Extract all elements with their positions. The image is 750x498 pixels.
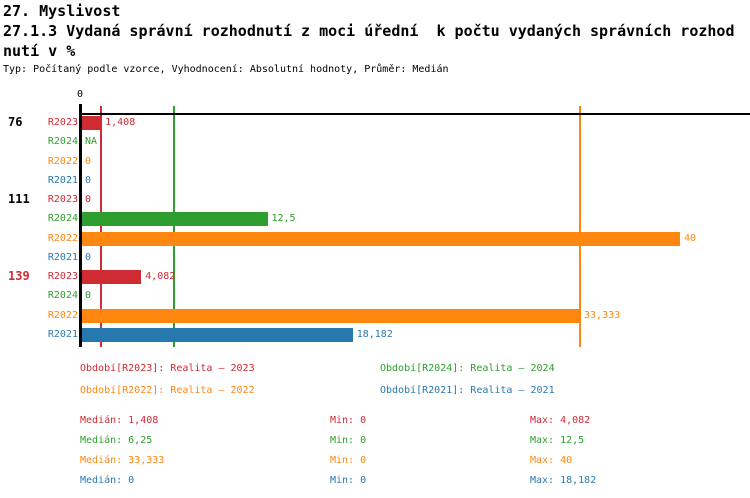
legend-item-r2023: Období[R2023]: Realita – 2023 [80,363,255,374]
row-series-label: R2024 [47,213,78,225]
row-series-label: R2022 [47,232,78,244]
stat-min-r2022: Min: 0 [330,455,367,466]
legend-item-r2022: Období[R2022]: Realita – 2022 [80,385,255,396]
row-series-label: R2022 [47,309,78,321]
bar-r2021 [80,327,353,342]
axis-zero-tick-label: 0 [76,89,84,100]
bar-value-label: 18,182 [356,328,393,340]
bar-value-label: 12,5 [271,213,296,225]
row-series-label: R2021 [47,328,78,340]
stat-median-r2024: Medián: 6,25 [80,435,153,446]
page-title: 27. Myslivost [3,2,121,20]
stat-min-r2023: Min: 0 [330,415,367,426]
bar-value-label: 1,408 [105,117,136,128]
indicator-subtitle-line2: nutí v % [3,42,76,60]
bar-value-label: 0 [85,251,92,263]
row-series-label: R2023 [47,194,78,206]
bar-r2023 [80,270,142,285]
stat-median-r2021: Medián: 0 [80,475,135,486]
group-label: 76 [8,115,23,129]
bar-value-label: 4,082 [145,271,176,283]
stat-median-r2022: Medián: 33,333 [80,455,165,466]
median-line-r2023 [100,106,103,347]
median-line-r2022 [578,106,581,347]
indicator-subtitle-line1: 27.1.3 Vydaná správní rozhodnutí z moci … [3,22,735,40]
stat-median-r2023: Medián: 1,408 [80,415,159,426]
group-label: 139 [8,269,30,284]
bar-value-label: NA [85,136,98,148]
stat-max-r2022: Max: 40 [530,455,573,466]
bar-r2022 [80,231,680,246]
stat-min-r2021: Min: 0 [330,475,367,486]
bar-r2024 [80,212,268,227]
bar-value-label: 0 [85,174,92,186]
legend-item-r2024: Období[R2024]: Realita – 2024 [380,363,555,374]
group-label: 111 [8,192,30,207]
stat-max-r2021: Max: 18,182 [530,475,597,486]
bar-r2022 [80,308,580,323]
stat-max-r2023: Max: 4,082 [530,415,591,426]
indicator-meta: Typ: Počítaný podle vzorce, Vyhodnocení:… [3,64,449,75]
stat-min-r2024: Min: 0 [330,435,367,446]
x-axis-line [80,113,750,115]
stat-max-r2024: Max: 12,5 [530,435,585,446]
row-series-label: R2024 [47,136,78,148]
legend-item-r2021: Období[R2021]: Realita – 2021 [380,385,555,396]
row-series-label: R2023 [47,271,78,283]
row-series-label: R2021 [47,174,78,186]
row-series-label: R2024 [47,290,78,302]
row-series-label: R2022 [47,155,78,167]
row-series-label: R2021 [47,251,78,263]
bar-r2023 [80,116,102,130]
y-axis-line [79,104,82,347]
bar-value-label: 0 [85,290,92,302]
median-line-r2024 [172,106,175,347]
bar-value-label: 40 [684,232,697,244]
bar-value-label: 0 [85,155,92,167]
row-series-label: R2023 [47,117,78,128]
bar-value-label: 0 [85,194,92,206]
bar-value-label: 33,333 [583,309,621,321]
